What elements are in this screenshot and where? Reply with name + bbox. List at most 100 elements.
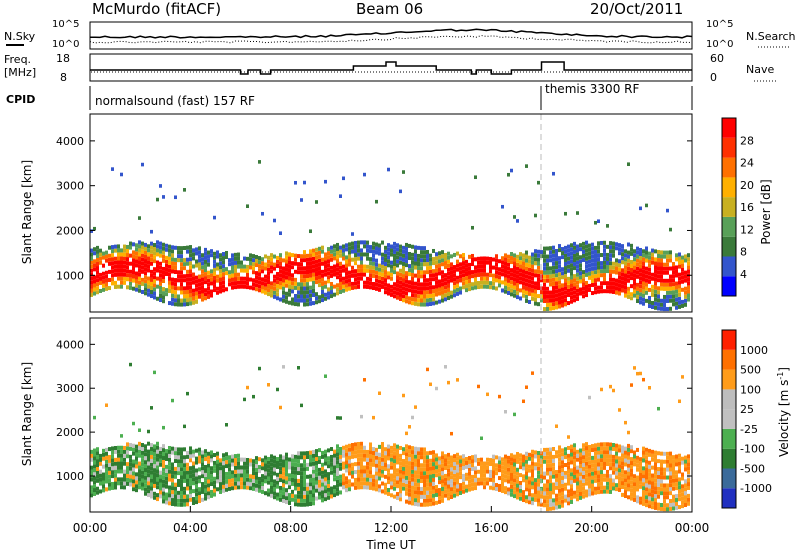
heatmap-cell: [375, 455, 378, 460]
heatmap-cell: [189, 470, 192, 475]
heatmap-cell: [405, 475, 408, 480]
heatmap-cell: [90, 264, 93, 269]
heatmap-cell: [111, 269, 114, 274]
heatmap-cell: [531, 288, 534, 293]
heatmap-cell: [582, 478, 585, 483]
heatmap-cell: [558, 268, 561, 273]
heatmap-cell: [162, 291, 165, 296]
heatmap-cell: [606, 469, 609, 474]
heatmap-cell: [222, 457, 225, 462]
heatmap-cell: [495, 286, 498, 291]
heatmap-cell: [168, 264, 171, 269]
heatmap-cell: [570, 460, 573, 465]
heatmap-cell: [384, 266, 387, 271]
heatmap-cell: [147, 248, 150, 253]
heatmap-cell: [429, 253, 432, 258]
heatmap-cell: [675, 297, 678, 302]
heatmap-cell: [558, 492, 561, 497]
heatmap-cell: [267, 284, 270, 289]
heatmap-cell: [372, 478, 375, 483]
heatmap-cell: [438, 495, 441, 500]
heatmap-cell: [177, 479, 180, 484]
heatmap-cell: [237, 465, 240, 470]
heatmap-cell: [552, 298, 555, 303]
heatmap-cell: [321, 450, 324, 455]
heatmap-cell: [285, 488, 288, 493]
heatmap-cell: [333, 252, 336, 257]
heatmap-cell: [576, 260, 579, 265]
heatmap-cell: [366, 248, 369, 253]
heatmap-cell: [417, 447, 420, 452]
heatmap-cell: [630, 468, 633, 473]
heatmap-cell: [294, 294, 297, 299]
heatmap-cell: [150, 443, 153, 448]
heatmap-cell: [534, 466, 537, 471]
heatmap-cell: [612, 458, 615, 463]
heatmap-cell: [390, 260, 393, 265]
heatmap-cell: [657, 490, 660, 495]
heatmap-cell: [153, 472, 156, 477]
heatmap-cell: [351, 450, 354, 455]
heatmap-cell: [513, 253, 516, 258]
heatmap-cell: [669, 294, 672, 299]
heatmap-cell: [327, 472, 330, 477]
heatmap-cell: [267, 480, 270, 485]
heatmap-cell: [456, 378, 459, 382]
heatmap-cell: [336, 460, 339, 465]
heatmap-cell: [423, 502, 426, 507]
heatmap-cell: [282, 471, 285, 476]
heatmap-cell: [126, 450, 129, 455]
heatmap-cell: [306, 274, 309, 279]
heatmap-cell: [384, 490, 387, 495]
heatmap-cell: [177, 463, 180, 468]
heatmap-cell: [654, 265, 657, 270]
heatmap-cell: [222, 488, 225, 493]
heatmap-cell: [204, 292, 207, 297]
heatmap-cell: [630, 292, 633, 297]
heatmap-cell: [213, 259, 216, 264]
heatmap-cell: [321, 462, 324, 467]
heatmap-cell: [636, 455, 639, 460]
heatmap-cell: [600, 454, 603, 459]
heatmap-cell: [624, 450, 627, 455]
heatmap-cell: [663, 451, 666, 456]
heatmap-cell: [513, 257, 516, 262]
heatmap-cell: [654, 273, 657, 278]
colorbar-tick: 25: [740, 403, 754, 416]
heatmap-cell: [654, 462, 657, 467]
heatmap-cell: [198, 491, 201, 496]
heatmap-cell: [495, 266, 498, 271]
heatmap-cell: [189, 265, 192, 270]
heatmap-cell: [108, 253, 111, 258]
heatmap-cell: [528, 500, 531, 505]
heatmap-cell: [147, 260, 150, 265]
heatmap-cell: [618, 460, 621, 465]
heatmap-cell: [177, 246, 180, 251]
heatmap-cell: [363, 469, 366, 474]
heatmap-cell: [666, 491, 669, 496]
heatmap-cell: [339, 290, 342, 295]
heatmap-cell: [573, 455, 576, 460]
heatmap-cell: [339, 482, 342, 487]
heatmap-cell: [528, 468, 531, 473]
heatmap-cell: [363, 284, 366, 289]
heatmap-cell: [513, 261, 516, 266]
heatmap-cell: [639, 457, 642, 462]
heatmap-cell: [603, 240, 606, 245]
heatmap-cell: [600, 466, 603, 471]
heatmap-cell: [426, 254, 429, 259]
heatmap-cell: [114, 256, 117, 261]
heatmap-cell: [450, 475, 453, 480]
heatmap-cell: [135, 243, 138, 248]
heatmap-cell: [225, 267, 228, 272]
heatmap-cell: [567, 445, 570, 450]
heatmap-cell: [396, 456, 399, 461]
heatmap-cell: [582, 253, 585, 258]
heatmap-cell: [273, 294, 276, 299]
heatmap-cell: [129, 281, 132, 286]
nave-tick-top: 60: [710, 52, 724, 65]
heatmap-cell: [372, 257, 375, 262]
heatmap-cell: [390, 453, 393, 458]
heatmap-cell: [453, 489, 456, 494]
